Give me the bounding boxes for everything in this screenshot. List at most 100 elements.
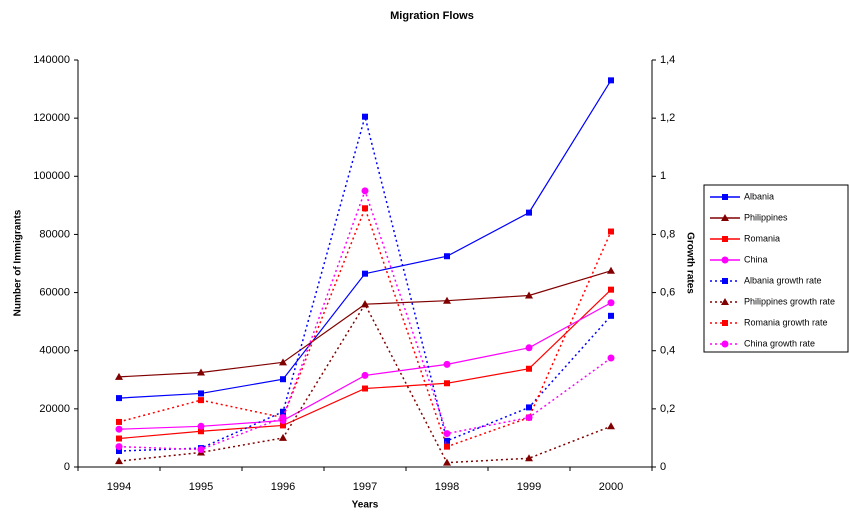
y2-tick-label: 0,6 [660, 286, 675, 298]
marker [443, 360, 451, 368]
marker [115, 457, 123, 465]
marker [279, 433, 287, 441]
legend-label: China [744, 254, 768, 264]
y2-axis-label: Growth rates [684, 232, 695, 294]
marker [526, 365, 532, 372]
legend-marker [721, 340, 729, 348]
marker [197, 368, 205, 376]
y2-tick-label: 1,2 [660, 112, 675, 124]
marker [279, 358, 287, 366]
marker [443, 458, 451, 466]
marker [443, 430, 451, 438]
marker [525, 344, 533, 352]
marker [198, 390, 204, 397]
marker [608, 77, 614, 84]
marker [607, 266, 615, 274]
series-line [118, 302, 612, 464]
legend-label: Romania [744, 233, 780, 243]
legend-marker [722, 236, 728, 242]
marker [115, 425, 123, 433]
marker [362, 113, 368, 120]
y-tick-label: 120000 [33, 112, 70, 124]
marker [280, 376, 286, 383]
y2-tick-label: 0,4 [660, 345, 675, 357]
legend-marker [722, 278, 728, 284]
y-tick-label: 80000 [39, 228, 70, 240]
marker [361, 187, 369, 195]
marker [607, 299, 615, 307]
marker [607, 354, 615, 362]
marker [607, 422, 615, 430]
y2-tick-label: 1,4 [660, 54, 675, 66]
legend-marker [722, 194, 728, 200]
marker [197, 422, 205, 430]
y-tick-label: 140000 [33, 54, 70, 66]
marker [116, 395, 122, 402]
marker [525, 454, 533, 462]
y-axis-label: Number of Immigrants [13, 209, 24, 316]
marker [444, 253, 450, 260]
marker [198, 397, 204, 404]
marker [197, 446, 205, 454]
marker [526, 404, 532, 411]
legend-marker [722, 320, 728, 326]
marker [279, 414, 287, 422]
legend-marker [721, 256, 729, 264]
marker [526, 209, 532, 216]
series-line [118, 289, 612, 440]
y2-tick-label: 0 [660, 461, 666, 473]
chart-title: Migration Flows [390, 10, 474, 22]
series-line [118, 302, 612, 430]
marker [115, 372, 123, 380]
marker [280, 422, 286, 429]
marker [116, 418, 122, 425]
x-tick-label: 1997 [353, 481, 377, 493]
legend-label: Albania growth rate [744, 275, 822, 285]
marker [280, 408, 286, 415]
marker [444, 437, 450, 444]
marker [115, 443, 123, 451]
y-tick-label: 40000 [39, 345, 70, 357]
marker [444, 443, 450, 450]
legend-label: Philippines [744, 212, 788, 222]
marker [116, 435, 122, 442]
marker [444, 380, 450, 387]
y2-tick-label: 1 [660, 170, 666, 182]
legend-label: China growth rate [744, 338, 815, 348]
marker [608, 228, 614, 235]
y-tick-label: 0 [64, 461, 70, 473]
marker [362, 205, 368, 212]
y-tick-label: 20000 [39, 403, 70, 415]
series-line [118, 188, 612, 451]
y-tick-label: 100000 [33, 170, 70, 182]
series-line [118, 113, 612, 452]
legend-marker [721, 298, 729, 305]
legend-marker [721, 214, 729, 221]
marker [443, 296, 451, 304]
legend-label: Albania [744, 191, 774, 201]
x-tick-label: 1998 [435, 481, 459, 493]
marker [608, 312, 614, 319]
x-tick-label: 1996 [271, 481, 295, 493]
x-tick-label: 1994 [107, 481, 131, 493]
marker [361, 300, 369, 308]
y-tick-label: 60000 [39, 286, 70, 298]
x-tick-label: 1999 [517, 481, 541, 493]
marker [525, 291, 533, 299]
x-axis-label: Years [352, 500, 379, 511]
marker [362, 385, 368, 392]
marker [608, 286, 614, 293]
y2-tick-label: 0,8 [660, 228, 675, 240]
marker [116, 448, 122, 455]
series-line [118, 80, 612, 399]
legend-label: Philippines growth rate [744, 296, 835, 306]
marker [198, 428, 204, 435]
legend-label: Romania growth rate [744, 317, 828, 327]
y2-tick-label: 0,2 [660, 403, 675, 415]
x-tick-label: 2000 [599, 481, 623, 493]
x-tick-label: 1995 [189, 481, 213, 493]
marker [525, 414, 533, 422]
marker [361, 371, 369, 379]
marker [362, 270, 368, 277]
